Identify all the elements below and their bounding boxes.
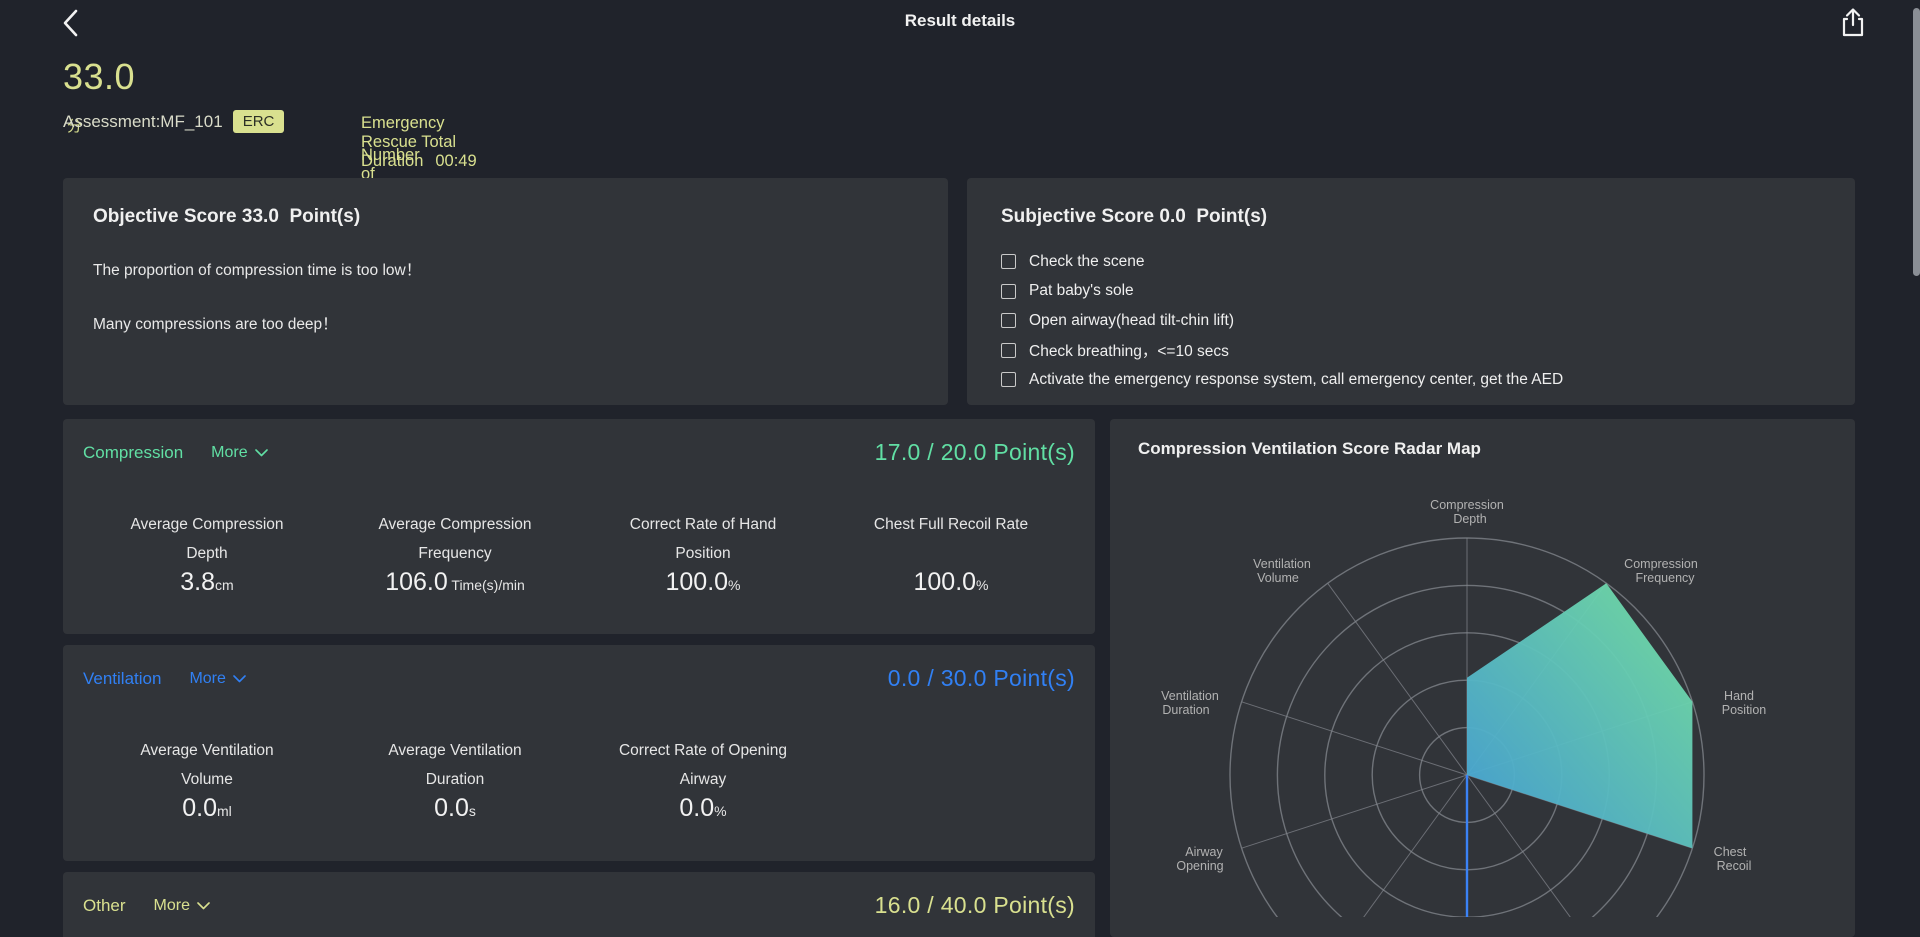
checkbox-check-breathing[interactable] xyxy=(1001,342,1016,358)
chevron-down-icon xyxy=(254,448,268,456)
metric-value: 0.0s xyxy=(434,794,476,822)
chevron-down-icon xyxy=(233,674,246,682)
rescue-duration: Emergency Rescue Total Duration 00:49 xyxy=(361,114,477,171)
checkbox-label: Open airway(head tilt-chin lift) xyxy=(1029,311,1235,329)
scrollbar-thumb[interactable] xyxy=(1913,8,1920,276)
compression-metrics: Average Compression Depth 3.8cm Average C… xyxy=(83,510,1075,597)
radar-data-polygon xyxy=(1467,583,1693,849)
other-score: 16.0 / 40.0 Point(s) xyxy=(874,892,1075,918)
metric-value: 3.8cm xyxy=(180,568,234,596)
other-header: Other More 16.0 / 40.0 Point(s) xyxy=(83,892,1075,919)
total-score: 33.0 分 xyxy=(63,56,135,140)
radar-panel: Compression Ventilation Score Radar Map xyxy=(1110,419,1855,937)
metric-value: 0.0ml xyxy=(182,794,232,822)
checkbox-pat-babys-sole[interactable] xyxy=(1001,283,1016,299)
other-panel: Other More 16.0 / 40.0 Point(s) xyxy=(63,872,1095,937)
ventilation-panel: Ventilation More 0.0 / 30.0 Point(s) Ave… xyxy=(63,645,1095,861)
total-score-unit: 分 xyxy=(67,118,83,135)
radar-label-compression-frequency: Compression xyxy=(1624,557,1698,571)
checkbox-label: Activate the emergency response system, … xyxy=(1029,370,1564,388)
checklist-item: Check breathing，<=10 secs xyxy=(1001,336,1821,366)
metric-avg-ventilation-volume: Average Ventilation Volume 0.0ml xyxy=(83,736,331,823)
checkbox-check-the-scene[interactable] xyxy=(1001,254,1016,270)
svg-text:Frequency: Frequency xyxy=(1635,571,1695,585)
subjective-score-title: Subjective Score 0.0 Point(s) xyxy=(1001,206,1268,227)
metric-chest-full-recoil-rate: Chest Full Recoil Rate 100.0% xyxy=(827,510,1075,597)
radar-label-chest-recoil: Chest xyxy=(1714,845,1747,859)
radar-axis-labels: Compression Depth Compression Frequency … xyxy=(1161,498,1766,873)
metric-hand-position-correct-rate: Correct Rate of Hand Position 100.0% xyxy=(579,510,827,597)
checklist-item: Pat baby's sole xyxy=(1001,277,1821,307)
metric-avg-ventilation-duration: Average Ventilation Duration 0.0s xyxy=(331,736,579,823)
more-label: More xyxy=(153,896,190,914)
checkbox-activate-ers[interactable] xyxy=(1001,372,1016,388)
compression-more-button[interactable]: More xyxy=(211,443,268,462)
radar-title: Compression Ventilation Score Radar Map xyxy=(1138,439,1481,458)
svg-text:Recoil: Recoil xyxy=(1717,859,1752,873)
assessment-name: Assessment:MF_101 xyxy=(63,111,223,131)
subjective-checklist: Check the scene Pat baby's sole Open air… xyxy=(1001,247,1821,395)
checkbox-label: Check breathing，<=10 secs xyxy=(1029,343,1229,361)
radar-label-airway-opening: Airway xyxy=(1185,845,1223,859)
metric-value: 100.0% xyxy=(913,568,989,596)
ventilation-more-button[interactable]: More xyxy=(189,669,246,688)
objective-message: The proportion of compression time is to… xyxy=(93,262,422,279)
radar-label-compression-depth: Compression xyxy=(1430,498,1504,512)
metric-avg-compression-depth: Average Compression Depth 3.8cm xyxy=(83,510,331,597)
back-button[interactable] xyxy=(56,6,90,40)
svg-text:Depth: Depth xyxy=(1453,512,1486,526)
top-bar: Result details xyxy=(0,0,1920,276)
checkbox-open-airway[interactable] xyxy=(1001,313,1016,329)
other-more-button[interactable]: More xyxy=(154,897,210,915)
other-title: Other xyxy=(83,895,126,915)
objective-messages: The proportion of compression time is to… xyxy=(93,258,918,334)
share-icon xyxy=(1842,8,1864,37)
metric-value: 100.0% xyxy=(665,568,741,596)
radar-label-ventilation-duration: Ventilation xyxy=(1161,689,1219,703)
objective-score-panel: Objective Score 33.0 Point(s) The propor… xyxy=(63,178,948,405)
share-button[interactable] xyxy=(1836,6,1870,40)
metric-avg-compression-frequency: Average Compression Frequency 106.0 Time(… xyxy=(331,510,579,597)
more-label: More xyxy=(211,443,248,461)
radar-label-hand-position: Hand xyxy=(1724,689,1754,703)
rescue-duration-value: 00:49 xyxy=(435,152,477,170)
ventilation-title: Ventilation xyxy=(83,668,162,688)
radar-label-ventilation-volume: Ventilation xyxy=(1253,557,1311,571)
ventilation-header: Ventilation More 0.0 / 30.0 Point(s) xyxy=(83,665,1075,692)
ventilation-metrics: Average Ventilation Volume 0.0ml Average … xyxy=(83,736,1075,823)
radar-chart: Compression Depth Compression Frequency … xyxy=(1110,419,1855,917)
svg-text:Position: Position xyxy=(1722,703,1767,717)
subjective-score-panel: Subjective Score 0.0 Point(s) Check the … xyxy=(967,178,1855,405)
objective-message: Many compressions are too deep！ xyxy=(93,316,338,333)
checkbox-label: Check the scene xyxy=(1029,252,1145,270)
checklist-item: Open airway(head tilt-chin lift) xyxy=(1001,306,1821,336)
checkbox-label: Pat baby's sole xyxy=(1029,282,1134,300)
compression-header: Compression More 17.0 / 20.0 Point(s) xyxy=(83,439,1075,466)
chevron-down-icon xyxy=(197,901,210,909)
more-label: More xyxy=(189,669,226,687)
erc-badge: ERC xyxy=(232,110,285,133)
svg-text:Volume: Volume xyxy=(1257,571,1299,585)
metric-value: 106.0 Time(s)/min xyxy=(385,568,525,596)
page-title: Result details xyxy=(904,11,1016,30)
svg-text:Duration: Duration xyxy=(1162,703,1209,717)
assessment-row: Assessment:MF_101 ERC xyxy=(63,110,285,133)
svg-text:Opening: Opening xyxy=(1176,859,1223,873)
metric-value: 0.0% xyxy=(679,794,727,822)
total-score-value: 33.0 xyxy=(63,56,136,97)
compression-score: 17.0 / 20.0 Point(s) xyxy=(874,439,1075,465)
ventilation-score: 0.0 / 30.0 Point(s) xyxy=(887,665,1075,691)
radar-chart-svg: Compression Depth Compression Frequency … xyxy=(1161,498,1766,917)
compression-title: Compression xyxy=(83,442,184,462)
back-chevron-icon xyxy=(63,9,78,37)
rescue-duration-label: Emergency Rescue Total Duration xyxy=(361,114,457,170)
objective-score-title: Objective Score 33.0 Point(s) xyxy=(93,206,361,227)
checklist-item: Activate the emergency response system, … xyxy=(1001,365,1821,395)
checklist-item: Check the scene xyxy=(1001,247,1821,277)
metric-open-airway-correct-rate: Correct Rate of Opening Airway 0.0% xyxy=(579,736,827,823)
compression-panel: Compression More 17.0 / 20.0 Point(s) Av… xyxy=(63,419,1095,634)
